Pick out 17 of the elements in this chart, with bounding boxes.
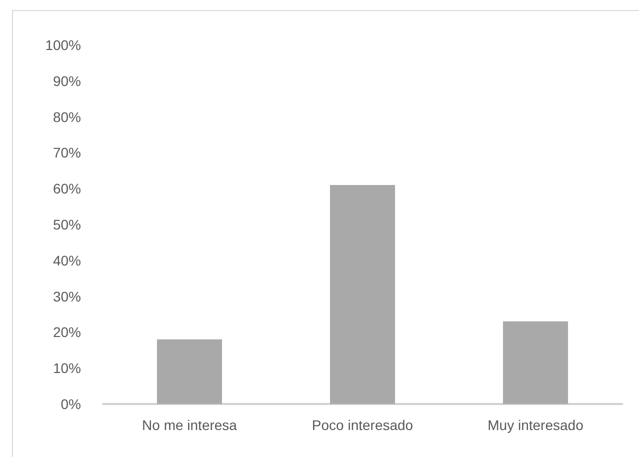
y-tick-label: 10% [52,360,81,376]
bar [330,185,396,404]
y-tick-label: 70% [52,144,81,161]
y-tick-label: 80% [52,108,81,125]
y-tick-label: 100% [45,37,81,53]
y-tick-label: 30% [52,288,81,304]
y-tick-label: 50% [52,216,81,232]
y-tick-label: 20% [52,324,81,340]
y-tick-label: 40% [52,252,81,268]
x-tick-label: Muy interesado [488,417,584,433]
y-tick-label: 0% [60,396,81,412]
x-tick-label: Poco interesado [312,417,414,433]
y-tick-label: 60% [52,180,81,197]
y-tick-label: 90% [52,72,81,89]
bar [156,339,222,404]
x-tick-label: No me interesa [142,417,238,433]
bar [502,321,568,404]
